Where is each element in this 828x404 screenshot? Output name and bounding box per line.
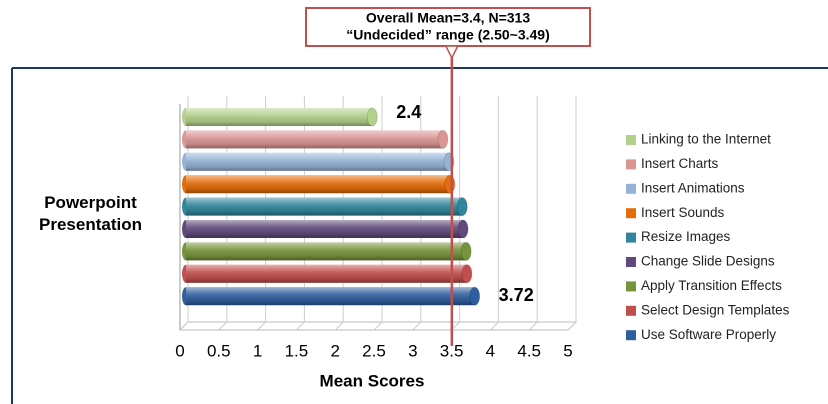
bar-shine	[186, 175, 450, 194]
legend-label: Use Software Properly	[641, 327, 776, 342]
x-tick-label: 3.5	[440, 341, 464, 360]
bar-cap	[456, 197, 468, 217]
x-tick-label: 1.5	[285, 341, 309, 360]
grid-line	[490, 96, 499, 331]
grid-line	[451, 96, 461, 331]
x-tick-label: 3	[408, 341, 417, 360]
annotation-box	[305, 7, 591, 47]
legend-swatch	[626, 281, 636, 292]
legend-label: Insert Sounds	[641, 205, 725, 220]
legend-label: Select Design Templates	[641, 302, 790, 317]
bar-shine	[186, 264, 467, 283]
legend-label: Linking to the Internet	[641, 132, 771, 147]
legend-swatch	[626, 330, 636, 341]
bar-shine	[186, 108, 373, 126]
x-tick-label: 2.5	[362, 341, 386, 360]
data-label: 3.72	[499, 285, 534, 305]
x-tick-label: 1	[253, 341, 262, 360]
grid-line	[334, 96, 344, 331]
legend-label: Resize Images	[641, 229, 731, 244]
legend-label: Change Slide Designs	[641, 254, 775, 269]
legend-swatch	[626, 159, 636, 170]
legend-swatch	[626, 305, 636, 316]
legend-swatch	[626, 135, 636, 145]
bar-cap	[366, 107, 378, 127]
bar-cap	[469, 286, 481, 306]
x-tick-label: 0	[175, 341, 184, 360]
bar-shine	[186, 220, 464, 238]
legend-label: Apply Transition Effects	[641, 278, 782, 293]
plot: 0 0.5 1 1.5 2 2.5 3 3.5 4 4.5 5 2.4 3.72	[175, 96, 578, 360]
bar-cap	[457, 219, 469, 239]
annotation-line: “Undecided” range (2.50~3.49)	[346, 27, 549, 43]
grid-line	[373, 96, 383, 331]
bar-shine	[186, 242, 467, 261]
legend-label: Insert Charts	[641, 156, 719, 171]
x-tick-label: 0.5	[207, 341, 231, 360]
x-tick-label: 5	[563, 341, 572, 360]
grid-line	[257, 96, 267, 331]
bar-cap	[444, 174, 456, 194]
legend-label: Insert Animations	[641, 180, 745, 195]
x-tick-label: 4.5	[517, 341, 541, 360]
grid-line	[567, 96, 577, 331]
mean-arrow	[444, 45, 460, 60]
bar-shine	[186, 152, 450, 171]
bar-shine	[186, 130, 443, 149]
x-tick-label: 4	[486, 341, 495, 360]
legend-swatch	[626, 257, 636, 267]
annotation-line: Overall Mean=3.4, N=313	[366, 10, 530, 26]
legend-swatch	[626, 208, 636, 219]
bar-cap	[437, 129, 449, 149]
legend-swatch	[626, 232, 636, 243]
x-tick-label: 2	[330, 341, 339, 360]
bar-shine	[186, 197, 463, 216]
x-axis-label: Mean Scores	[320, 371, 425, 390]
grid-line	[179, 96, 189, 331]
bar-shine	[186, 287, 475, 306]
legend-swatch	[626, 183, 636, 194]
bar-cap	[461, 264, 473, 284]
grid-line	[412, 96, 422, 331]
bar-cap	[460, 241, 472, 261]
grid-line	[296, 96, 305, 331]
grid-line	[218, 96, 228, 331]
data-label: 2.4	[396, 102, 421, 122]
grid-line	[528, 96, 538, 331]
y-axis-label: Powerpoint Presentation	[39, 193, 142, 234]
